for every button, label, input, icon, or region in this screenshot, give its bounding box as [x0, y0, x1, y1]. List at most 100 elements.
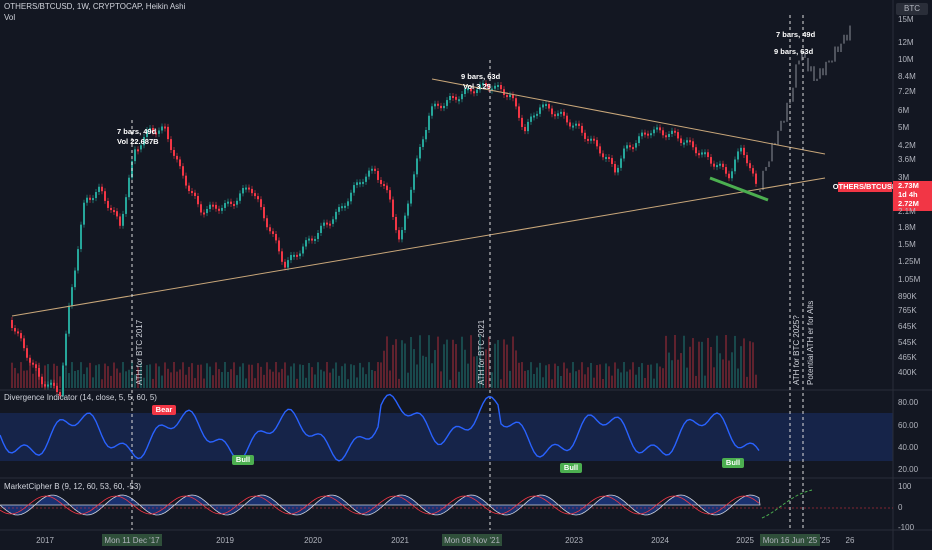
- candle: [248, 187, 250, 190]
- candle: [491, 88, 493, 91]
- volume-bar: [344, 363, 346, 388]
- volume-bar: [134, 374, 136, 388]
- volume-bar: [248, 364, 250, 388]
- volume-bar: [119, 372, 121, 388]
- trendline: [11, 177, 826, 317]
- candle: [179, 159, 181, 167]
- candle: [98, 186, 100, 193]
- candle: [353, 185, 355, 193]
- candle: [53, 382, 55, 386]
- currency-button[interactable]: [896, 3, 928, 15]
- candle: [20, 333, 22, 339]
- candle: [689, 140, 691, 143]
- candle: [530, 116, 532, 122]
- volume-bar: [512, 336, 514, 388]
- candle: [497, 85, 499, 88]
- candle: [581, 125, 583, 133]
- currency-label[interactable]: BTC: [904, 4, 920, 13]
- volume-bar: [461, 336, 463, 388]
- symbol-tag: [838, 182, 892, 192]
- candle: [521, 117, 523, 127]
- candle: [350, 192, 352, 202]
- projection-candle: [804, 51, 806, 58]
- bear-tag: [152, 405, 176, 415]
- price-axis-label: 3.6M: [898, 155, 916, 164]
- price-axis-label: 8.4M: [898, 72, 916, 81]
- volume-bar: [503, 339, 505, 388]
- volume-bar: [176, 371, 178, 388]
- volume-label: Vol: [4, 13, 15, 22]
- volume-bar: [455, 344, 457, 388]
- candle: [35, 364, 37, 369]
- projection-candle: [822, 68, 824, 76]
- volume-bar: [590, 362, 592, 388]
- volume-bar: [647, 364, 649, 388]
- volume-bar: [548, 364, 550, 388]
- candle: [47, 384, 49, 387]
- candle: [473, 91, 475, 94]
- volume-bar: [431, 363, 433, 388]
- candle: [344, 205, 346, 208]
- candle: [428, 115, 430, 130]
- volume-bar: [737, 368, 739, 388]
- candle: [26, 348, 28, 358]
- candle: [515, 98, 517, 107]
- volume-bar: [122, 362, 124, 388]
- volume-bar: [458, 371, 460, 388]
- candle: [191, 191, 193, 194]
- candle: [242, 188, 244, 194]
- annotation: Vol 3.25: [463, 82, 491, 91]
- bull-label: Bull: [726, 458, 740, 467]
- candle: [617, 167, 619, 173]
- volume-bar: [398, 378, 400, 388]
- volume-bar: [536, 367, 538, 388]
- candle: [500, 85, 502, 90]
- volume-bar: [161, 375, 163, 388]
- candle: [296, 254, 298, 257]
- price-axis-label: 890K: [898, 292, 917, 301]
- volume-bar: [656, 363, 658, 388]
- volume-bar: [500, 379, 502, 388]
- candle: [218, 208, 220, 211]
- candle: [716, 165, 718, 168]
- candle: [650, 133, 652, 136]
- candle: [203, 212, 205, 215]
- volume-bar: [599, 364, 601, 388]
- time-axis-label: 2021: [391, 536, 409, 545]
- bull-tag: [722, 458, 744, 468]
- candle: [23, 338, 25, 349]
- candle: [647, 133, 649, 136]
- volume-bar: [14, 367, 16, 388]
- volume-bar: [47, 364, 49, 388]
- volume-bar: [131, 362, 133, 388]
- candle: [584, 132, 586, 139]
- candle: [566, 115, 568, 123]
- candle: [602, 153, 604, 158]
- volume-bar: [320, 369, 322, 388]
- candle: [167, 126, 169, 140]
- volume-bar: [404, 343, 406, 388]
- candle: [728, 173, 730, 179]
- volume-bar: [416, 364, 418, 388]
- candle: [107, 200, 109, 208]
- volume-bar: [281, 368, 283, 388]
- candle: [452, 96, 454, 99]
- volume-bar: [641, 363, 643, 388]
- candle: [542, 104, 544, 108]
- price-axis-label: 465K: [898, 353, 917, 362]
- volume-bar: [605, 363, 607, 388]
- volume-bar: [755, 374, 757, 388]
- cipher-wave: [0, 494, 761, 516]
- volume-bar: [77, 370, 79, 388]
- volume-bar: [749, 341, 751, 388]
- candle: [635, 143, 637, 148]
- volume-bar: [59, 376, 61, 388]
- candle: [56, 385, 58, 393]
- volume-bar: [35, 367, 37, 388]
- volume-bar: [287, 375, 289, 388]
- volume-bar: [509, 370, 511, 388]
- volume-bar: [149, 364, 151, 388]
- candle: [254, 193, 256, 197]
- candle: [704, 152, 706, 155]
- candle: [302, 246, 304, 254]
